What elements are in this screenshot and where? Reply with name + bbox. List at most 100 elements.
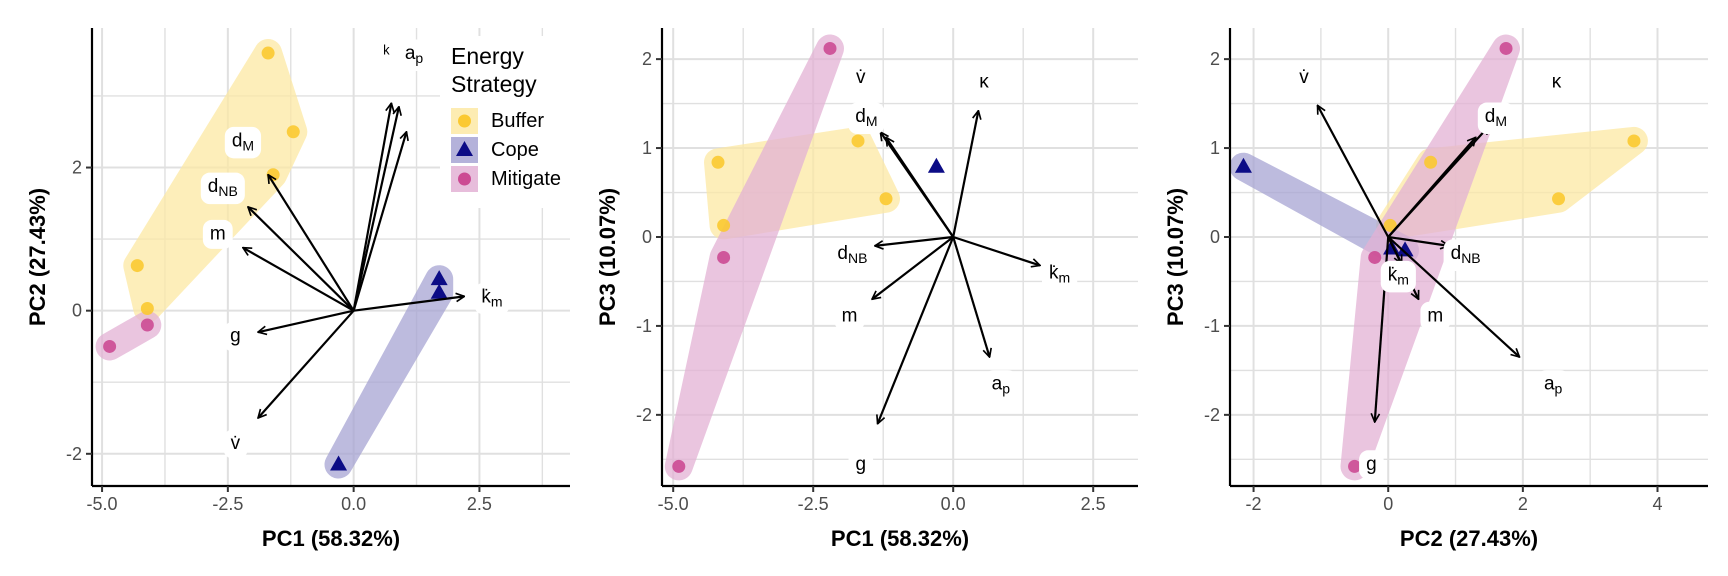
vector-label-text: v̇ <box>1299 66 1309 87</box>
legend-key-triangle <box>456 141 473 156</box>
vector-label-box <box>1443 239 1488 271</box>
vector-label-text: v̇ <box>856 66 866 87</box>
x-tick-label: -2 <box>1246 494 1262 514</box>
vector-label-text: v̇ <box>231 433 241 454</box>
point-mitigate <box>717 250 731 264</box>
vector-label-subscript: M <box>1495 113 1507 129</box>
vector-label: dM <box>232 130 254 154</box>
y-tick-label: 2 <box>642 49 652 69</box>
vector-label-box <box>1042 259 1078 291</box>
vector-label-box <box>972 67 997 97</box>
vector-label-text: d <box>1485 106 1496 127</box>
point-mitigate <box>1368 250 1382 264</box>
vector-label-box <box>834 301 865 331</box>
y-tick-label: 0 <box>72 301 82 321</box>
hull-mitigate <box>95 311 162 361</box>
vector-label: v̇ <box>856 66 866 87</box>
x-axis-title: PC1 (58.32%) <box>262 526 400 551</box>
vector-label-box <box>1536 370 1570 402</box>
vector-g <box>258 309 354 332</box>
vector-m <box>243 246 355 312</box>
vector-label: dNB <box>837 242 867 265</box>
x-tick-label: -2.5 <box>798 494 829 514</box>
y-axis-title: PC2 (27.43%) <box>25 188 50 326</box>
vector-g <box>878 236 955 424</box>
vector-label-box <box>1292 63 1317 93</box>
point-buffer <box>851 134 865 148</box>
point-mitigate <box>1348 459 1362 473</box>
point-buffer <box>879 192 893 206</box>
x-tick-label: 2.5 <box>467 494 492 514</box>
vector-label-subscript: m <box>1397 271 1409 287</box>
vector-label-text: a <box>405 43 416 64</box>
point-buffer <box>1627 134 1641 148</box>
legend-title-line2: Strategy <box>451 71 537 97</box>
vector-label-text: m <box>842 305 858 326</box>
vector-label-box <box>1544 67 1569 97</box>
legend-key-circle <box>458 114 471 128</box>
vector-label: dNB <box>208 176 238 200</box>
vector-label-text: ᵏ <box>383 43 390 64</box>
point-mitigate <box>140 318 154 332</box>
vector-label-text: d <box>855 106 866 127</box>
legend-label: Buffer <box>491 110 544 132</box>
vector-label: κ <box>979 71 989 92</box>
vector-label: ap <box>405 43 424 67</box>
point-mitigate <box>103 339 117 353</box>
vector-label-subscript: M <box>242 137 254 153</box>
vector-label-subscript: NB <box>218 183 237 199</box>
axes: -5.0 -2.5 0.0 2.5 -2 -1 0 1 2 PC1 (58.32%) PC3 (10… <box>595 28 1138 551</box>
hull-mitigate <box>1340 34 1520 481</box>
vector-label: g <box>230 325 241 346</box>
y-tick-label: 1 <box>642 138 652 158</box>
vector-label-box <box>376 39 398 69</box>
x-tick-label: 0.0 <box>941 494 966 514</box>
loading-vectors <box>872 111 1040 424</box>
legend-label: Mitigate <box>491 168 561 190</box>
y-tick-label: -2 <box>66 444 82 464</box>
vector-label-subscript: m <box>491 293 503 309</box>
vector-label-box <box>223 322 248 352</box>
data-points <box>672 41 945 473</box>
x-tick-label: 2 <box>1518 494 1528 514</box>
y-tick-label: 0 <box>642 227 652 247</box>
vector-a_p <box>352 103 392 311</box>
vector-label-text: d <box>1451 242 1462 263</box>
vector-label: g <box>856 453 867 474</box>
vector-label-subscript: M <box>866 113 878 129</box>
vector-a_p <box>352 132 407 311</box>
vector-label: dM <box>855 106 877 130</box>
x-axis-title: PC2 (27.43%) <box>1400 526 1538 551</box>
vector-k_m <box>353 296 465 312</box>
loading-vectors <box>243 103 464 418</box>
legend-label: Cope <box>491 139 539 161</box>
vector-label-subscript: p <box>1555 381 1563 397</box>
vector-label: g <box>1366 453 1377 474</box>
vector-label-text: k̇ <box>1388 264 1398 285</box>
vector-label: ap <box>992 373 1011 397</box>
y-tick-label: -2 <box>1204 405 1220 425</box>
vector-label: dNB <box>1451 242 1481 265</box>
vector-label: m <box>842 305 858 326</box>
vector-d_nb <box>248 207 355 312</box>
vector-label: ap <box>1544 373 1563 397</box>
point-buffer <box>1383 218 1397 232</box>
vector-label-box <box>1477 102 1515 135</box>
vector-label-subscript: NB <box>848 250 867 266</box>
vector-label-text: d <box>232 130 243 151</box>
x-tick-label: -2.5 <box>212 494 243 514</box>
x-tick-label: 0 <box>1383 494 1393 514</box>
vector-label-subscript: NB <box>1461 250 1480 266</box>
point-mitigate <box>672 459 686 473</box>
vector-m <box>872 236 954 299</box>
point-buffer <box>1424 155 1438 169</box>
point-buffer <box>717 218 731 232</box>
hull-mitigate <box>664 34 844 481</box>
vector-label-subscript: m <box>1059 270 1071 286</box>
vector-label-box <box>223 429 248 459</box>
